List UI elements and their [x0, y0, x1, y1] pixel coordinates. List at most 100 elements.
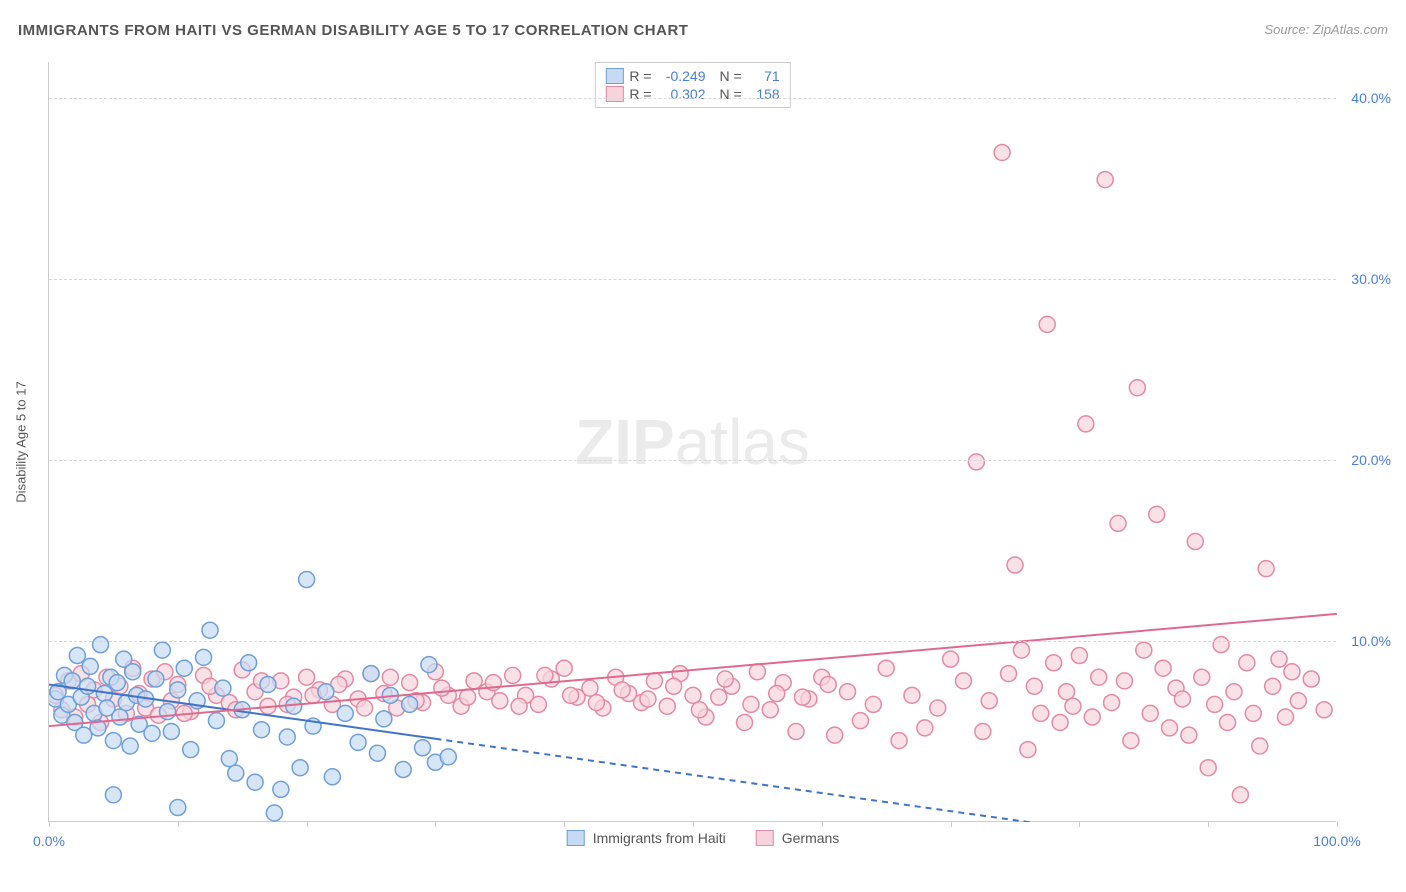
- scatter-point-germans: [434, 680, 450, 696]
- scatter-point-germans: [614, 682, 630, 698]
- scatter-point-germans: [1258, 561, 1274, 577]
- scatter-point-germans: [1149, 506, 1165, 522]
- scatter-point-germans: [530, 696, 546, 712]
- y-tick-label: 10.0%: [1341, 633, 1391, 649]
- scatter-point-germans: [794, 689, 810, 705]
- scatter-point-germans: [1129, 380, 1145, 396]
- scatter-point-germans: [1020, 742, 1036, 758]
- scatter-point-haiti: [202, 622, 218, 638]
- scatter-point-germans: [1220, 714, 1236, 730]
- plot-area: Disability Age 5 to 17 ZIPatlas R =-0.24…: [48, 62, 1336, 822]
- scatter-point-germans: [402, 675, 418, 691]
- legend-label: Germans: [782, 830, 840, 846]
- scatter-point-germans: [930, 700, 946, 716]
- scatter-point-haiti: [105, 787, 121, 803]
- trend-line: [435, 739, 1337, 822]
- legend: Immigrants from Haiti Germans: [567, 830, 840, 846]
- scatter-point-haiti: [247, 774, 263, 790]
- x-tick: [49, 821, 50, 827]
- legend-item-haiti: Immigrants from Haiti: [567, 830, 726, 846]
- scatter-point-haiti: [208, 713, 224, 729]
- scatter-point-germans: [1110, 515, 1126, 531]
- scatter-point-haiti: [395, 762, 411, 778]
- scatter-point-germans: [994, 144, 1010, 160]
- scatter-point-haiti: [324, 769, 340, 785]
- scatter-point-haiti: [260, 676, 276, 692]
- scatter-point-haiti: [69, 648, 85, 664]
- scatter-point-germans: [1290, 693, 1306, 709]
- scatter-point-germans: [1303, 671, 1319, 687]
- scatter-point-germans: [975, 724, 991, 740]
- legend-swatch-haiti: [567, 830, 585, 846]
- scatter-point-haiti: [170, 682, 186, 698]
- y-tick-label: 20.0%: [1341, 452, 1391, 468]
- scatter-svg: [49, 62, 1337, 822]
- scatter-point-germans: [1071, 648, 1087, 664]
- x-tick: [951, 821, 952, 827]
- scatter-point-germans: [1026, 678, 1042, 694]
- stat-r-label: R =: [629, 86, 651, 102]
- grid-line: [49, 460, 1336, 461]
- scatter-point-germans: [1162, 720, 1178, 736]
- scatter-point-haiti: [292, 760, 308, 776]
- scatter-point-haiti: [228, 765, 244, 781]
- scatter-point-haiti: [144, 725, 160, 741]
- scatter-point-germans: [1136, 642, 1152, 658]
- grid-line: [49, 279, 1336, 280]
- y-axis-title: Disability Age 5 to 17: [14, 381, 29, 502]
- scatter-point-germans: [981, 693, 997, 709]
- scatter-point-haiti: [221, 751, 237, 767]
- x-tick: [1337, 821, 1338, 827]
- scatter-point-haiti: [93, 637, 109, 653]
- scatter-point-haiti: [82, 658, 98, 674]
- scatter-point-germans: [537, 667, 553, 683]
- scatter-point-haiti: [80, 678, 96, 694]
- x-tick-label: 100.0%: [1313, 833, 1360, 849]
- scatter-point-germans: [1265, 678, 1281, 694]
- scatter-point-haiti: [421, 657, 437, 673]
- scatter-point-haiti: [122, 738, 138, 754]
- scatter-point-germans: [1033, 705, 1049, 721]
- scatter-point-germans: [1142, 705, 1158, 721]
- scatter-point-germans: [1046, 655, 1062, 671]
- scatter-point-germans: [1226, 684, 1242, 700]
- scatter-point-germans: [1239, 655, 1255, 671]
- stat-r-value: 0.302: [658, 86, 706, 102]
- scatter-point-germans: [382, 669, 398, 685]
- scatter-point-haiti: [363, 666, 379, 682]
- scatter-point-haiti: [163, 724, 179, 740]
- scatter-point-germans: [968, 454, 984, 470]
- scatter-point-germans: [556, 660, 572, 676]
- legend-item-germans: Germans: [756, 830, 840, 846]
- scatter-point-germans: [1039, 316, 1055, 332]
- scatter-point-germans: [640, 691, 656, 707]
- scatter-point-germans: [820, 676, 836, 692]
- scatter-point-germans: [917, 720, 933, 736]
- legend-label: Immigrants from Haiti: [593, 830, 726, 846]
- scatter-point-germans: [1277, 709, 1293, 725]
- scatter-point-haiti: [148, 671, 164, 687]
- x-tick: [307, 821, 308, 827]
- scatter-point-germans: [1174, 691, 1190, 707]
- stat-n-value: 71: [748, 68, 780, 84]
- scatter-point-germans: [1123, 733, 1139, 749]
- scatter-point-haiti: [402, 696, 418, 712]
- scatter-point-germans: [563, 687, 579, 703]
- scatter-point-germans: [1284, 664, 1300, 680]
- scatter-point-germans: [582, 680, 598, 696]
- scatter-point-germans: [955, 673, 971, 689]
- scatter-point-germans: [943, 651, 959, 667]
- scatter-point-germans: [769, 686, 785, 702]
- scatter-point-germans: [666, 678, 682, 694]
- scatter-point-germans: [762, 702, 778, 718]
- scatter-point-germans: [1155, 660, 1171, 676]
- scatter-point-germans: [691, 702, 707, 718]
- scatter-point-haiti: [125, 664, 141, 680]
- scatter-point-haiti: [369, 745, 385, 761]
- scatter-point-haiti: [337, 705, 353, 721]
- scatter-point-germans: [1059, 684, 1075, 700]
- scatter-point-germans: [1194, 669, 1210, 685]
- scatter-point-germans: [1001, 666, 1017, 682]
- scatter-point-haiti: [109, 675, 125, 691]
- scatter-point-germans: [460, 689, 476, 705]
